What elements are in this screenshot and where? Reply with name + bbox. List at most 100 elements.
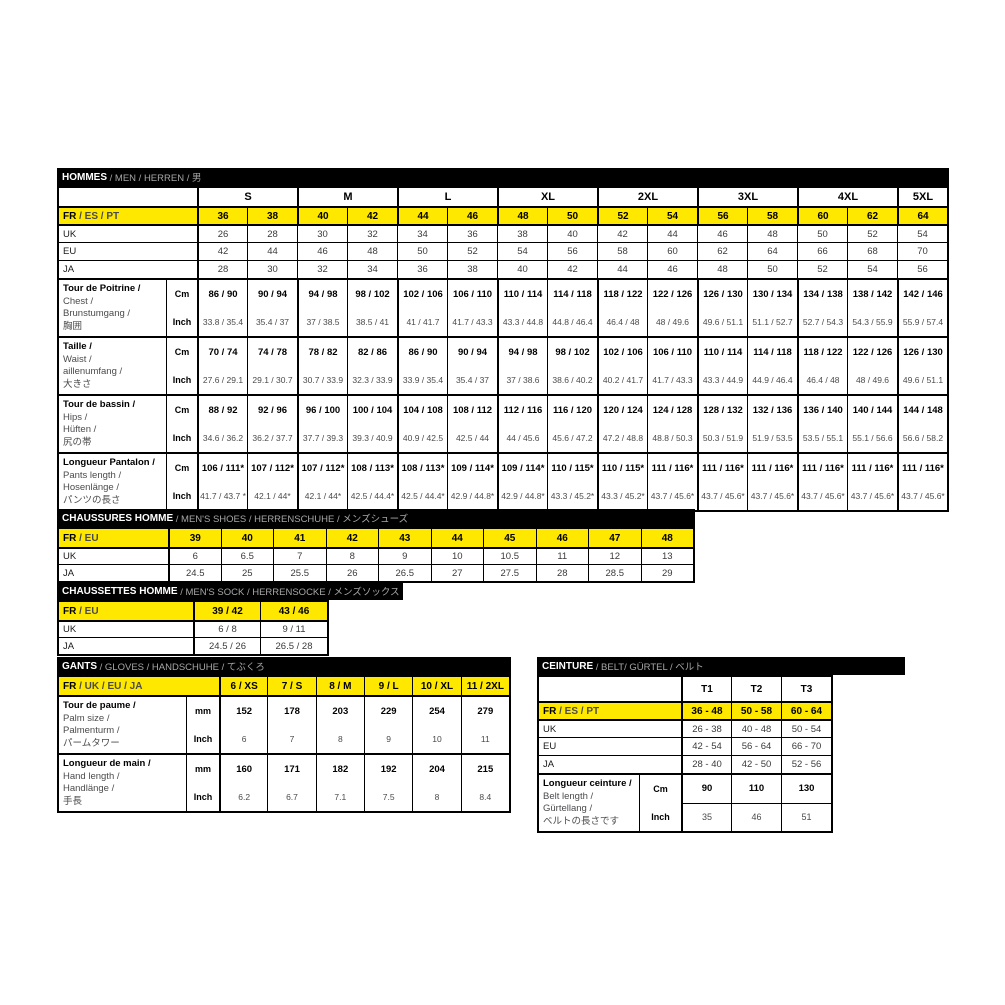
size-cell: 26.5 / 28 [260, 638, 327, 654]
measure-cell: 107 / 112* 42.1 / 44* [297, 454, 347, 510]
size-cell: 60 [647, 243, 697, 260]
title-bold: HOMMES [62, 171, 107, 183]
measure-cell: 111 / 116* 43.7 / 45.6* [797, 454, 847, 510]
title-bold: CEINTURE [542, 660, 594, 672]
size-cell: 52 [447, 243, 497, 260]
size-group-cell: S [197, 188, 297, 206]
row-label-fr-uk-eu-ja: FR / UK / EU / JA [63, 680, 143, 692]
fr-sizes-row: FR / ES / PT 36 38 40 42 44 46 48 50 52 54 56 58 60 6… [59, 206, 947, 224]
measure-cell: 152 6 [219, 697, 267, 753]
size-cell: 38 [447, 261, 497, 278]
size-cell: 64 [897, 208, 947, 224]
measure-cell: 107 / 112* 42.1 / 44* [247, 454, 297, 510]
title-bold: CHAUSSURES HOMME [62, 512, 174, 524]
size-cell: 48 [640, 529, 694, 547]
row-label-eu: EU [63, 246, 77, 257]
unit-cell: Cm Inch [166, 454, 197, 510]
fr-eu-row: FR / EU 39 / 42 43 / 46 [59, 602, 327, 620]
size-cell: 50 - 58 [731, 703, 781, 719]
row-label-uk: UK [543, 723, 557, 735]
fr-es-pt-row: FR / ES / PT 36 - 48 50 - 58 60 - 64 [539, 701, 831, 719]
size-cell: 24.5 [168, 565, 221, 581]
mens-shoes-section: CHAUSSURES HOMME / MEN'S SHOES / HERRENS… [57, 509, 695, 583]
t-sizes-row: T1 T2 T3 [539, 677, 831, 701]
hand-length-row: Longueur de main / Hand length / Handlänge… [59, 753, 509, 811]
size-group-cell: 5XL [897, 188, 947, 206]
measure-cell: 108 / 113* 42.5 / 44.4* [347, 454, 397, 510]
size-cell: 38 [497, 226, 547, 242]
title-translations: / GLOVES / HANDSCHUHE / てぶくろ [97, 662, 265, 673]
size-group-cell: XL [497, 188, 597, 206]
size-group-row: S M L XL 2XL 3XL 4XL 5XL [59, 188, 947, 206]
mens-shoes-table: FR / EU 39 40 41 42 43 44 45 46 47 48 UK 6 6.5 7 8 9 1… [57, 527, 695, 583]
size-cell: 34 [397, 226, 447, 242]
size-cell: 56 - 64 [731, 738, 781, 755]
unit-cell: Cm Inch [166, 280, 197, 336]
size-cell: 28 [247, 226, 297, 242]
measure-cell: 138 / 142 54.3 / 55.9 [847, 280, 897, 336]
measure-cell: 111 / 116* 43.7 / 45.6* [747, 454, 797, 510]
size-cell: 10.5 [483, 549, 536, 564]
t-size-cell: T2 [731, 677, 781, 701]
unit-cell: Cm Inch [166, 396, 197, 452]
pants-length-row: Longueur Pantalon / Pants length / Hosenlä… [59, 452, 947, 510]
measure-cell: 132 / 136 51.9 / 53.5 [747, 396, 797, 452]
measure-cell: 110 / 114 43.3 / 44.9 [697, 338, 747, 394]
ja-row: JA 24.5 25 25.5 26 26.5 27 27.5 28 28.5 29 [59, 564, 693, 581]
measure-cell: 112 / 116 44 / 45.6 [497, 396, 547, 452]
size-cell: 28 [197, 261, 247, 278]
size-cell: 42 [347, 208, 397, 224]
size-cell: 58 [597, 243, 647, 260]
eu-row: EU 42 - 54 56 - 64 66 - 70 [539, 737, 831, 755]
mens-socks-section: CHAUSSETTES HOMME / MEN'S SOCK / HERRENS… [57, 582, 403, 656]
measure-cell: 98 / 102 38.5 / 41 [347, 280, 397, 336]
title-translations: / MEN'S SOCK / HERRENSOCKE / メンズソックス [177, 587, 400, 598]
row-label-eu: EU [543, 741, 557, 752]
measure-cell: 122 / 126 48 / 49.6 [647, 280, 697, 336]
measure-cell: 94 / 98 37 / 38.6 [497, 338, 547, 394]
size-cell: 48 [747, 226, 797, 242]
size-cell: 40 [297, 208, 347, 224]
measure-cell: 126 / 130 49.6 / 51.1 [897, 338, 947, 394]
size-cell: 36 [397, 261, 447, 278]
size-cell: 46 [447, 208, 497, 224]
size-cell: 9 / 11 [260, 622, 327, 637]
size-group-cell: M [297, 188, 397, 206]
size-cell: 56 [547, 243, 597, 260]
t-size-cell: T1 [681, 677, 731, 701]
size-cell: 44 [647, 226, 697, 242]
row-label-belt-length: Longueur ceinture / Belt length / Gürtella… [543, 778, 632, 827]
mens-sizes-section: HOMMES / MEN / HERREN / 男 S M L XL 2XL 3XL 4XL… [57, 168, 949, 512]
size-cell: 7 [273, 549, 326, 564]
unit-cell: Cm Inch [166, 338, 197, 394]
measure-cell: 128 / 132 50.3 / 51.9 [697, 396, 747, 452]
ja-row: JA 24.5 / 26 26.5 / 28 [59, 637, 327, 654]
unit-cell: mm Inch [186, 697, 219, 753]
size-cell: 8 / M [315, 677, 364, 695]
uk-row: UK 26 - 38 40 - 48 50 - 54 [539, 719, 831, 737]
size-cell: 45 [483, 529, 536, 547]
measure-cell: 136 / 140 53.5 / 55.1 [797, 396, 847, 452]
row-label-ja: JA [63, 640, 75, 652]
size-cell: 11 [535, 549, 589, 564]
size-cell: 50 [747, 261, 797, 278]
row-label-hand-length: Longueur de main / Hand length / Handlänge… [63, 758, 151, 807]
row-label-uk: UK [63, 624, 77, 635]
section-title-gloves: GANTS / GLOVES / HANDSCHUHE / てぶくろ [57, 657, 511, 675]
measure-cell: 215 8.4 [460, 755, 509, 811]
size-cell: 54 [897, 226, 947, 242]
row-label-fr-es-pt: FR / ES / PT [543, 705, 600, 717]
size-cell: 6.5 [220, 549, 274, 564]
size-cell: 36 [447, 226, 497, 242]
size-cell: 25.5 [273, 565, 326, 581]
size-cell: 54 [847, 261, 897, 278]
size-cell: 66 - 70 [781, 738, 831, 755]
size-cell: 68 [847, 243, 897, 260]
mens-sizes-table: S M L XL 2XL 3XL 4XL 5XL FR / ES / PT 36 38 40 42 4… [57, 186, 949, 512]
size-cell: 62 [847, 208, 897, 224]
measure-cell: 120 / 124 47.2 / 48.8 [597, 396, 647, 452]
size-cell: 46 [647, 261, 697, 278]
size-cell: 54 [647, 208, 697, 224]
measure-cell: 106 / 110 41.7 / 43.3 [447, 280, 497, 336]
